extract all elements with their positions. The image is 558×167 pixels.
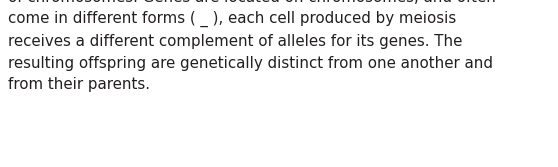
Text: Each cell produced by mieiosis receives a different combination
of chromosomes. : Each cell produced by mieiosis receives … [8,0,496,92]
